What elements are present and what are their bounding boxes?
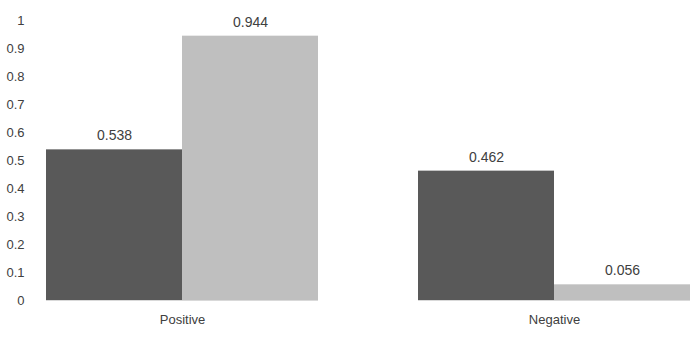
- svg-text:Positive: Positive: [160, 312, 206, 327]
- svg-text:0.462: 0.462: [469, 149, 504, 165]
- svg-text:0.7: 0.7: [6, 97, 24, 112]
- svg-text:0.538: 0.538: [97, 127, 132, 143]
- svg-text:0.9: 0.9: [6, 41, 24, 56]
- svg-text:0.4: 0.4: [6, 181, 24, 196]
- svg-text:0.8: 0.8: [6, 69, 24, 84]
- svg-text:0.6: 0.6: [6, 125, 24, 140]
- svg-text:1: 1: [17, 13, 24, 28]
- svg-text:Negative: Negative: [529, 312, 580, 327]
- svg-text:0.056: 0.056: [605, 262, 640, 278]
- svg-text:0.944: 0.944: [233, 14, 268, 30]
- svg-text:0.1: 0.1: [6, 265, 24, 280]
- svg-text:0: 0: [17, 293, 24, 308]
- svg-text:0.2: 0.2: [6, 237, 24, 252]
- svg-text:0.5: 0.5: [6, 153, 24, 168]
- svg-text:0.3: 0.3: [6, 209, 24, 224]
